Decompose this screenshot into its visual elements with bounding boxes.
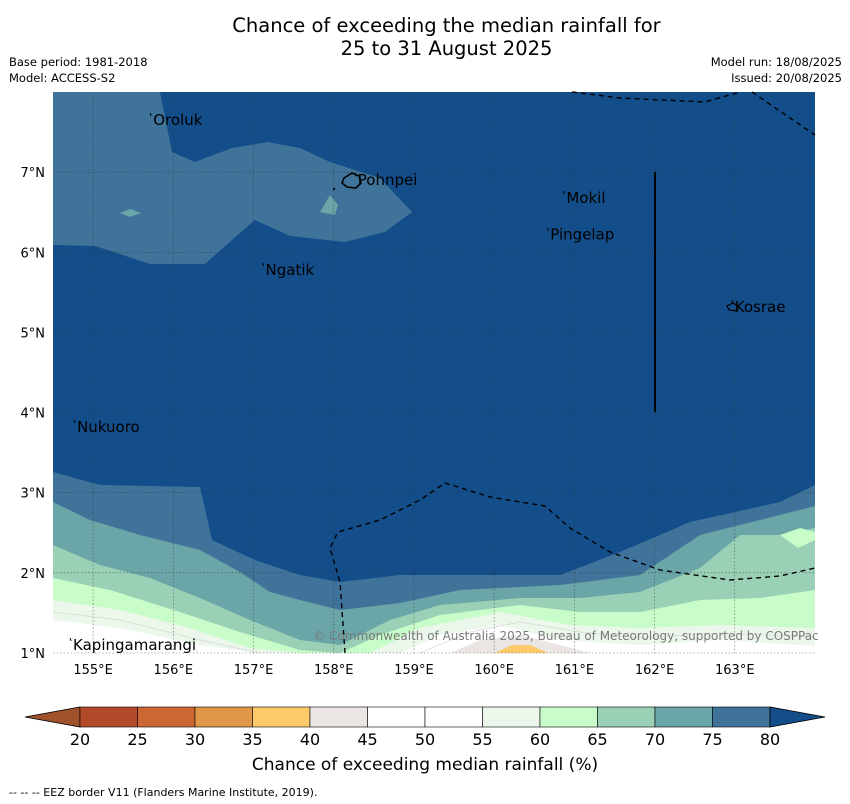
contour-fields: [53, 92, 815, 653]
colorbar-tick-label: 20: [70, 730, 90, 749]
place-marker: [73, 419, 76, 424]
colorbar-tick-label: 55: [472, 730, 492, 749]
longitude-labels: 155°E 156°E 157°E 158°E 159°E 160°E 161°E 162°E…: [73, 663, 754, 678]
colorbar-segment: [79, 706, 138, 728]
issued-date: Issued: 20/08/2025: [731, 71, 842, 85]
place-nukuoro: Nukuoro: [73, 418, 140, 436]
latitude-label: 3°N: [21, 487, 46, 502]
model-run: Model run: 18/08/2025: [710, 55, 842, 69]
place-marker: [731, 299, 734, 303]
place-label: Ngatik: [266, 261, 315, 279]
colorbar-segment: [252, 706, 311, 728]
latitude-label: 1°N: [21, 647, 46, 662]
colorbar-segment: [309, 706, 368, 728]
colorbar-extend-high: [769, 706, 826, 728]
place-marker: [149, 112, 152, 117]
rainfall-map: Oroluk Pohnpei Mokil Pingelap Ngatik Kosrae Nu…: [21, 91, 819, 678]
colorbar-segment: [539, 706, 598, 728]
colorbar-segment: [712, 706, 771, 728]
longitude-label: 160°E: [474, 663, 514, 678]
place-kapingamarangi: Kapingamarangi: [69, 636, 196, 654]
place-label: Mokil: [566, 189, 605, 207]
place-label: Oroluk: [153, 111, 202, 129]
colorbar-tick-label: 70: [645, 730, 665, 749]
longitude-label: 155°E: [73, 663, 113, 678]
place-marker: [546, 227, 549, 231]
pohnpei-island: [341, 172, 362, 189]
place-marker: [562, 190, 565, 194]
contour-lines: [53, 611, 815, 653]
colorbar-segment: [597, 706, 656, 728]
colorbar-segments: [24, 706, 826, 728]
place-marker: [354, 172, 357, 177]
field-65-70-spot: [320, 195, 338, 215]
colorbar-tick-label: 60: [530, 730, 550, 749]
place-kosrae: Kosrae: [731, 298, 786, 316]
base-period: Base period: 1981-2018: [9, 55, 148, 69]
field-40-45: [450, 635, 590, 653]
colorbar-segment: [654, 706, 713, 728]
colorbar-segment: [137, 706, 196, 728]
field-50-55: [53, 600, 815, 653]
longitude-label: 158°E: [314, 663, 354, 678]
latitude-label: 7°N: [21, 166, 46, 181]
latitude-label: 4°N: [21, 407, 46, 422]
colorbar-ticks: 20 25 30 35 40 45 50 55 60 65 70 75 80: [70, 730, 780, 749]
place-label: Kapingamarangi: [73, 636, 196, 654]
colorbar-tick-label: 50: [415, 730, 435, 749]
place-label: Pingelap: [550, 226, 614, 244]
colorbar-label: Chance of exceeding median rainfall (%): [251, 755, 599, 775]
place-pohnpei: Pohnpei: [354, 171, 418, 189]
place-pingelap: Pingelap: [546, 226, 614, 244]
field-65-70-spot: [120, 209, 141, 217]
chart-title: Chance of exceeding the median rainfall …: [0, 14, 850, 60]
colorbar-segment: [424, 706, 483, 728]
longitude-label: 156°E: [154, 663, 194, 678]
longitude-label: 161°E: [555, 663, 595, 678]
colorbar-tick-label: 45: [357, 730, 377, 749]
colorbar-tick-label: 65: [587, 730, 607, 749]
colorbar-tick-label: 35: [242, 730, 262, 749]
place-label: Nukuoro: [77, 418, 140, 436]
copyright-note: © Commonwealth of Australia 2025, Bureau…: [313, 629, 818, 643]
place-marker: [262, 262, 265, 267]
latitude-label: 5°N: [21, 326, 46, 341]
model-name: Model: ACCESS-S2: [9, 71, 116, 85]
colorbar-segment: [194, 706, 253, 728]
colorbar-segment: [482, 706, 541, 728]
longitude-label: 157°E: [234, 663, 274, 678]
place-oroluk: Oroluk: [149, 111, 203, 129]
place-marker: [69, 637, 72, 642]
colorbar-tick-label: 40: [300, 730, 320, 749]
eez-border: [329, 91, 816, 654]
colorbar-tick-label: 75: [702, 730, 722, 749]
field-65-70-patch: [780, 528, 815, 548]
place-labels: Oroluk Pohnpei Mokil Pingelap Ngatik Kosrae Nu…: [69, 111, 786, 654]
latitude-labels: 1°N 2°N 3°N 4°N 5°N 6°N 7°N: [21, 166, 46, 662]
place-label: Pohnpei: [358, 171, 418, 189]
eez-footnote: -- -- -- EEZ border V11 (Flanders Marine…: [9, 786, 318, 799]
latitude-label: 6°N: [21, 246, 46, 261]
field-70-75-north: [53, 92, 412, 264]
colorbar-tick-label: 25: [127, 730, 147, 749]
colorbar-tick-label: 30: [185, 730, 205, 749]
longitude-label: 162°E: [635, 663, 675, 678]
meta-left: Base period: 1981-2018 Model: ACCESS-S2: [9, 54, 148, 86]
place-mokil: Mokil: [562, 189, 605, 207]
colorbar-tick-label: 80: [760, 730, 780, 749]
longitude-label: 159°E: [394, 663, 434, 678]
title-line-2: 25 to 31 August 2025: [340, 37, 553, 60]
colorbar-segment: [367, 706, 426, 728]
kosrae-island: [726, 302, 740, 312]
longitude-label: 163°E: [715, 663, 755, 678]
field-35-40: [495, 645, 548, 653]
colorbar-extend-low: [24, 706, 81, 728]
place-ngatik: Ngatik: [262, 261, 315, 279]
meta-right: Model run: 18/08/2025 Issued: 20/08/2025: [711, 54, 842, 86]
place-label: Kosrae: [735, 298, 786, 316]
field-45-50: [53, 620, 815, 653]
latitude-label: 2°N: [21, 567, 46, 582]
title-line-1: Chance of exceeding the median rainfall …: [232, 14, 661, 37]
